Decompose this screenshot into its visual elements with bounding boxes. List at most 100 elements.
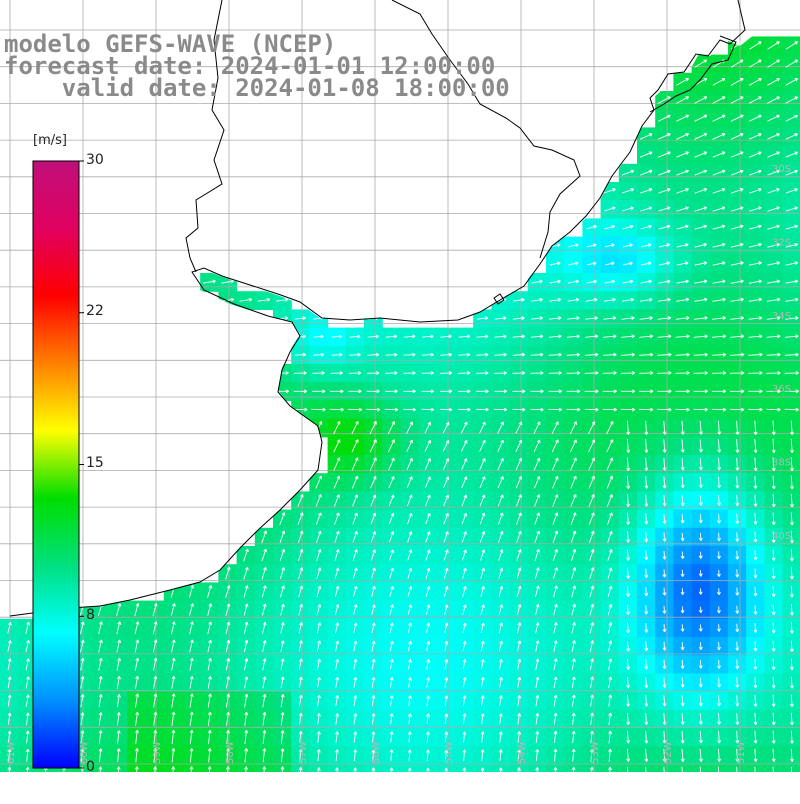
wind-arrow xyxy=(533,439,541,453)
wind-arrow xyxy=(497,457,504,471)
wind-arrow xyxy=(512,334,525,339)
wind-arrow xyxy=(480,567,486,579)
wind-arrow xyxy=(7,712,12,725)
graticule xyxy=(0,0,800,772)
wind-arrow xyxy=(626,604,631,616)
wind-arrow xyxy=(767,169,780,176)
wind-arrow xyxy=(406,457,413,471)
wind-arrow xyxy=(480,749,485,761)
wind-arrow xyxy=(443,494,449,507)
wind-arrow xyxy=(589,567,595,580)
wind-arrow xyxy=(351,439,359,453)
wind-arrow xyxy=(442,458,450,470)
wind-arrow xyxy=(621,334,635,339)
wind-arrow xyxy=(353,749,358,762)
wind-arrow xyxy=(548,334,562,339)
wind-arrow xyxy=(316,549,322,561)
wind-arrow xyxy=(753,748,758,763)
wind-arrow xyxy=(735,569,740,578)
wind-arrow xyxy=(749,224,762,230)
wind-arrow xyxy=(153,693,158,708)
wind-arrow xyxy=(675,407,690,412)
wind-arrow xyxy=(748,242,762,248)
wind-arrow xyxy=(571,640,576,652)
wind-arrow xyxy=(533,421,541,434)
wind-arrow xyxy=(316,658,321,670)
wind-arrow xyxy=(735,420,740,435)
wind-arrow xyxy=(698,551,703,559)
wind-arrow xyxy=(316,603,322,616)
wind-arrow xyxy=(293,389,308,394)
wind-arrow xyxy=(676,78,689,86)
wind-arrow xyxy=(548,407,563,412)
wind-arrow xyxy=(512,352,526,357)
wind-arrow xyxy=(790,438,794,454)
wind-arrow xyxy=(516,585,522,598)
wind-arrow xyxy=(444,622,449,634)
wind-arrow xyxy=(403,389,416,394)
wind-arrow xyxy=(680,514,685,524)
wind-arrow xyxy=(517,767,521,772)
wind-arrow xyxy=(407,731,412,743)
wind-arrow xyxy=(587,421,596,435)
wind-arrow xyxy=(315,512,322,525)
wind-arrow xyxy=(116,766,121,772)
wind-arrow xyxy=(748,371,763,375)
wind-arrow xyxy=(534,567,540,580)
wind-arrow xyxy=(675,389,690,394)
wind-arrow xyxy=(552,567,558,580)
wind-arrow xyxy=(712,114,726,122)
wind-arrow xyxy=(170,621,176,635)
wind-arrow xyxy=(676,206,689,212)
wind-arrow xyxy=(621,169,635,176)
wind-arrow xyxy=(494,407,508,412)
wind-arrow xyxy=(676,114,690,122)
wind-arrow xyxy=(116,712,121,726)
wind-arrow xyxy=(189,766,194,772)
wind-arrow xyxy=(662,641,667,651)
wind-arrow xyxy=(735,623,740,633)
wind-arrow xyxy=(388,512,395,525)
wind-arrow xyxy=(771,531,776,543)
wind-arrow xyxy=(693,389,708,394)
wind-arrow xyxy=(680,659,685,669)
wind-arrow xyxy=(479,531,486,543)
longitude-label: 56W xyxy=(371,741,382,764)
wind-arrow xyxy=(189,711,194,726)
wind-arrow xyxy=(225,585,231,598)
wind-arrow xyxy=(712,316,726,320)
wind-arrow xyxy=(408,695,412,706)
wind-arrow xyxy=(657,96,671,104)
wind-arrow xyxy=(771,712,776,726)
wind-arrow xyxy=(785,279,799,284)
wind-arrow xyxy=(171,729,176,745)
wind-cell xyxy=(764,764,784,772)
wind-arrow xyxy=(548,371,562,375)
wind-arrow xyxy=(553,640,558,652)
wind-arrow xyxy=(297,512,304,525)
wind-arrow xyxy=(606,439,614,453)
wind-arrow xyxy=(608,748,613,762)
wind-arrow xyxy=(753,420,758,435)
wind-arrow xyxy=(570,548,577,562)
wind-arrow xyxy=(371,677,376,688)
wind-arrow xyxy=(498,731,503,743)
wind-arrow xyxy=(699,476,703,489)
wind-arrow xyxy=(461,549,467,561)
wind-arrow xyxy=(134,657,140,671)
wind-arrow xyxy=(135,711,140,726)
wind-arrow xyxy=(352,567,358,579)
wind-arrow xyxy=(568,261,579,266)
wind-arrow xyxy=(279,548,286,562)
wind-arrow xyxy=(552,530,559,543)
wind-arrow xyxy=(517,676,522,688)
colorbar-gradient xyxy=(32,160,80,769)
wind-arrow xyxy=(766,407,781,412)
wind-arrow xyxy=(389,622,394,634)
wind-arrow xyxy=(189,639,194,653)
wind-arrow xyxy=(675,334,690,339)
wind-arrow xyxy=(694,114,708,122)
wind-arrow xyxy=(694,169,708,176)
wind-arrow xyxy=(462,731,467,743)
